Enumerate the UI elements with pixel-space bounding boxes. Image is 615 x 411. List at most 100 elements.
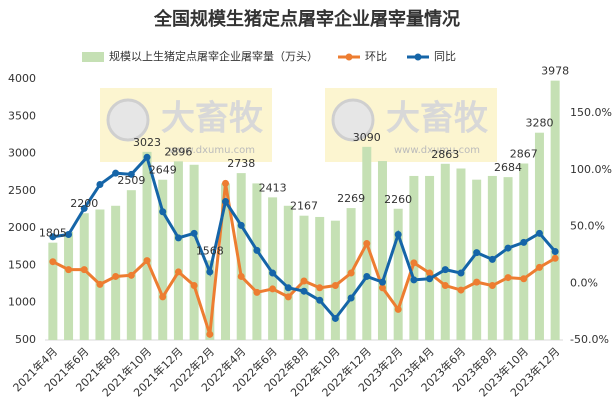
line-marker (159, 293, 167, 301)
bar (409, 175, 419, 340)
bar (425, 175, 435, 340)
y-tick-label: 2500 (8, 184, 36, 197)
data-label: 2896 (164, 145, 192, 158)
y2-tick-label: 0.0% (570, 276, 598, 289)
line-marker (378, 278, 386, 286)
y-tick-label: 4000 (8, 72, 36, 85)
data-label: 2738 (227, 157, 255, 170)
bar (393, 208, 403, 340)
watermark-logo (106, 98, 150, 142)
line-marker (65, 230, 73, 238)
bar (95, 209, 105, 340)
line-marker (143, 153, 151, 161)
y2-tick-label: 50.0% (570, 220, 605, 233)
bar (472, 179, 482, 340)
watermark-logo (331, 98, 375, 142)
bar (189, 164, 199, 340)
line-marker (426, 269, 434, 277)
bar (268, 197, 278, 340)
line-marker (284, 284, 292, 292)
legend-label: 同比 (434, 50, 456, 63)
line-marker (316, 296, 324, 304)
line-marker (269, 285, 277, 293)
line-marker (441, 266, 449, 274)
line-marker (96, 181, 104, 189)
legend-label: 规模以上生猪定点屠宰企业屠宰量（万头） (109, 49, 318, 63)
bar (64, 231, 74, 340)
legend-label: 环比 (365, 50, 387, 63)
data-label: 1805 (39, 227, 67, 240)
bar (126, 190, 136, 340)
y2-tick-label: -50.0% (570, 333, 609, 346)
line-marker (65, 266, 73, 274)
line-marker (504, 244, 512, 252)
line-marker (159, 208, 167, 216)
line-marker (80, 266, 88, 274)
bar (205, 260, 215, 340)
line-marker (378, 284, 386, 292)
watermark-url: www.dxumu.com (394, 145, 480, 156)
line-marker (237, 272, 245, 280)
data-label: 2509 (117, 174, 145, 187)
data-label: 2269 (337, 192, 365, 205)
line-marker (394, 230, 402, 238)
watermark-brand: 大畜牧 (161, 99, 264, 139)
y-tick-label: 3000 (8, 147, 36, 160)
line-marker (535, 229, 543, 237)
line-marker (551, 247, 559, 255)
line-marker (237, 221, 245, 229)
line-marker (300, 287, 308, 295)
line-marker (143, 257, 151, 265)
line-marker (253, 246, 261, 254)
line-marker (206, 268, 214, 276)
line-marker (488, 282, 496, 290)
line-marker (488, 255, 496, 263)
line-marker (347, 294, 355, 302)
line-marker (426, 275, 434, 283)
line-marker (300, 277, 308, 285)
line-marker (331, 282, 339, 290)
line-marker (49, 258, 57, 266)
y-tick-label: 500 (15, 333, 36, 346)
bar (221, 183, 231, 340)
line-marker (394, 305, 402, 313)
bar (456, 168, 466, 340)
y-tick-label: 1000 (8, 296, 36, 309)
data-label: 2867 (510, 147, 538, 160)
line-marker (441, 282, 449, 290)
data-label: 2649 (149, 164, 177, 177)
line-marker (127, 271, 135, 279)
bar (236, 173, 246, 340)
line-marker (457, 286, 465, 294)
line-marker (127, 170, 135, 178)
bar (173, 161, 183, 340)
bar (550, 80, 560, 341)
data-label: 2200 (70, 197, 98, 210)
line-marker (206, 330, 214, 338)
line-marker (347, 269, 355, 277)
legend-marker (414, 53, 422, 61)
line-marker (190, 282, 198, 290)
chart-title: 全国规模生猪定点屠宰企业屠宰量情况 (153, 8, 460, 30)
line-marker (473, 249, 481, 257)
bar (503, 177, 513, 340)
bar (377, 161, 387, 340)
line-marker (457, 269, 465, 277)
data-label: 1568 (196, 244, 224, 257)
legend-swatch (82, 52, 104, 62)
data-label: 3090 (353, 131, 381, 144)
line-marker (316, 284, 324, 292)
line-marker (174, 234, 182, 242)
bar (283, 205, 293, 340)
y-tick-label: 2000 (8, 221, 36, 234)
bar (315, 216, 325, 340)
line-marker (96, 280, 104, 288)
data-label: 2684 (494, 161, 522, 174)
line-marker (49, 233, 57, 241)
watermark-brand: 大畜牧 (386, 99, 489, 139)
line-marker (551, 254, 559, 262)
bar (48, 242, 58, 340)
line-marker (222, 179, 230, 187)
bar (79, 213, 89, 340)
